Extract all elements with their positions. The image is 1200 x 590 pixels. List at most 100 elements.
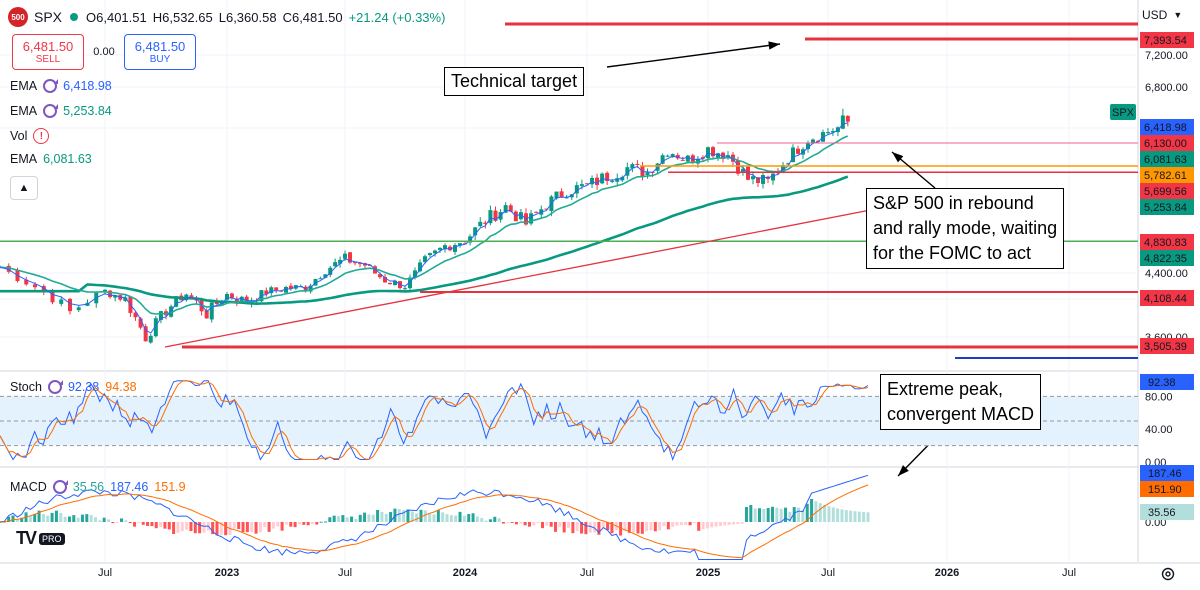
candle-body <box>418 262 422 272</box>
price-tag-text: 5,253.84 <box>1144 202 1187 214</box>
macd-histogram-bar <box>636 522 640 534</box>
candle-body <box>791 147 795 163</box>
macd-histogram-bar <box>328 517 332 522</box>
candle-body <box>665 155 670 157</box>
buy-button[interactable]: 6,481.50 BUY <box>124 34 196 70</box>
stoch-legend[interactable]: Stoch 92.38 94.38 <box>10 380 137 394</box>
symbol-name[interactable]: SPX <box>34 9 63 25</box>
annotation-rebound-line-3: for the FOMC to act <box>873 243 1032 263</box>
candle-body <box>478 221 483 227</box>
macd-histogram-bar <box>297 522 301 524</box>
macd-histogram-bar <box>59 512 63 522</box>
macd-line <box>0 474 869 560</box>
price-tag-bg <box>1140 199 1194 215</box>
refresh-icon <box>43 104 59 118</box>
macd-histogram-bar <box>441 512 445 522</box>
macd-histogram-bar <box>137 522 141 523</box>
indicator-ema-1[interactable]: EMA 6,418.98 <box>10 79 112 93</box>
annotation-extreme-peak[interactable]: Extreme peak, convergent MACD <box>880 374 1042 430</box>
price-tag-bg <box>1140 183 1194 199</box>
candle-body <box>559 191 564 198</box>
stoch-tick-label: 40.00 <box>1145 424 1173 436</box>
macd-histogram-bar <box>831 507 835 522</box>
macd-histogram-bar <box>475 516 479 522</box>
candle-body <box>41 286 46 292</box>
price-tick-label: 7,200.00 <box>1145 50 1188 62</box>
candle-body <box>493 210 498 221</box>
market-open-dot-icon <box>70 13 79 21</box>
macd-histogram-bar <box>267 522 271 532</box>
candle-body <box>473 227 478 236</box>
settings-gear-icon[interactable] <box>1160 566 1176 582</box>
macd-histogram-bar <box>849 510 853 522</box>
annotation-rebound[interactable]: S&P 500 in rebound and rally mode, waiti… <box>866 188 1065 269</box>
macd-histogram-bar <box>341 515 345 522</box>
macd-histogram-bar <box>484 520 488 522</box>
candle-body <box>635 163 640 165</box>
stoch-k-line <box>0 380 869 462</box>
macd-histogram-bar <box>723 522 727 526</box>
macd-histogram-bar <box>397 509 401 522</box>
stoch-d-line <box>0 380 869 461</box>
candle-body <box>68 298 72 312</box>
candle-body <box>685 155 690 162</box>
stoch-d-value: 94.38 <box>105 380 137 394</box>
macd-histogram-bar <box>107 519 110 522</box>
macd-histogram-bar <box>823 504 827 522</box>
candle-body <box>338 259 343 264</box>
annotation-technical-target[interactable]: Technical target <box>444 67 585 96</box>
macd-legend[interactable]: MACD 35.56 187.46 151.9 <box>10 480 186 494</box>
candle-body <box>393 280 397 286</box>
macd-histogram-bar <box>510 522 514 523</box>
macd-histogram-bar <box>480 518 484 522</box>
candle-body <box>796 148 800 154</box>
candle-body <box>108 290 113 298</box>
macd-histogram-bar <box>784 507 788 522</box>
macd-histogram-bar <box>554 522 558 532</box>
macd-histogram-bar <box>289 522 293 527</box>
candle-body <box>595 177 600 185</box>
indicator-ema-2[interactable]: EMA 5,253.84 <box>10 104 112 118</box>
macd-histogram-bar <box>797 507 801 522</box>
candle-body <box>50 291 55 303</box>
macd-histogram-bar <box>671 522 675 528</box>
currency-selector[interactable]: USD ▼ <box>1142 8 1182 22</box>
candle-body <box>133 312 138 318</box>
macd-histogram-bar <box>310 522 314 524</box>
macd-histogram-bar <box>575 522 579 532</box>
candle-body <box>630 164 635 169</box>
macd-histogram-bar <box>384 513 388 522</box>
macd-histogram-bar <box>80 514 84 522</box>
candle-body <box>736 160 740 174</box>
candle-body <box>378 274 382 278</box>
candle-body <box>806 142 810 150</box>
macd-histogram-bar <box>514 522 518 525</box>
tradingview-logo: TV PRO <box>16 528 65 549</box>
macd-histogram-bar <box>640 522 644 534</box>
price-tag-text: 4,822.35 <box>1144 253 1187 265</box>
candle-body <box>358 263 362 265</box>
candle-body <box>343 253 347 259</box>
indicator-volume[interactable]: Vol ! <box>10 128 50 144</box>
macd-histogram-bar <box>471 513 475 522</box>
candle-body <box>443 245 447 250</box>
collapse-indicators-button[interactable]: ▲ <box>10 176 38 200</box>
indicator-ema-3[interactable]: EMA 6,081.63 <box>10 152 92 166</box>
candle-body <box>318 278 323 280</box>
chevron-up-icon: ▲ <box>18 182 30 194</box>
refresh-icon <box>52 480 68 494</box>
macd-histogram-bar <box>63 516 67 522</box>
candle-body <box>308 285 313 292</box>
macd-histogram-bar <box>245 522 249 533</box>
buy-price: 6,481.50 <box>134 39 186 54</box>
annotation-target-arrow-head <box>768 41 780 50</box>
price-tag-bg <box>1140 234 1194 250</box>
sell-button[interactable]: 6,481.50 SELL <box>12 34 84 70</box>
ema-fast-line <box>0 122 848 334</box>
candle-body <box>670 154 675 158</box>
macd-histogram-bar <box>89 515 93 522</box>
macd-histogram-bar <box>697 522 701 531</box>
macd-histogram-bar <box>198 522 202 534</box>
macd-histogram-bar <box>788 511 792 522</box>
